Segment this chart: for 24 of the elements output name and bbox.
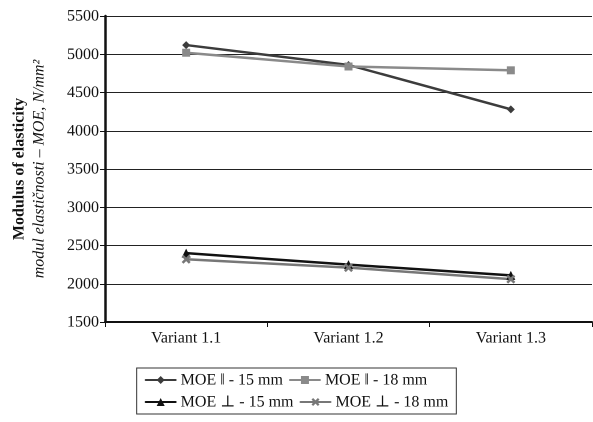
x-tick-label: Variant 1.1 xyxy=(151,330,222,346)
point xyxy=(182,254,191,264)
y-tick-label: 4500 xyxy=(67,84,99,101)
y-tick-label: 3500 xyxy=(67,160,99,178)
y-tick-label: 2000 xyxy=(67,275,99,292)
legend-label: MOE ⊥ - 15 mm xyxy=(180,394,294,410)
y-tick-label: 3000 xyxy=(67,198,99,216)
y-tick-label: 2500 xyxy=(67,237,99,254)
point xyxy=(506,66,515,74)
point xyxy=(506,105,515,114)
y-tick-label: 4000 xyxy=(67,122,99,140)
x-tick-label: Variant 1.2 xyxy=(313,330,384,346)
point xyxy=(182,41,190,50)
y-axis-title: Modulus of elasticity modul elastičnosti – MOE, N/mm² xyxy=(10,58,48,278)
legend-label: MOE ⊥ - 18 mm xyxy=(336,394,449,410)
point xyxy=(506,274,516,284)
x-tick-label: Variant 1.3 xyxy=(476,330,546,346)
y-tick-label: 5500 xyxy=(67,8,99,24)
y-tick-label: 1500 xyxy=(67,314,99,330)
legend-label: MOE ‖ - 15 mm xyxy=(180,372,284,388)
y-tick-label: 5000 xyxy=(67,46,99,63)
point xyxy=(182,48,190,57)
legend-label: MOE ‖ - 18 mm xyxy=(324,372,428,388)
point xyxy=(344,263,353,272)
